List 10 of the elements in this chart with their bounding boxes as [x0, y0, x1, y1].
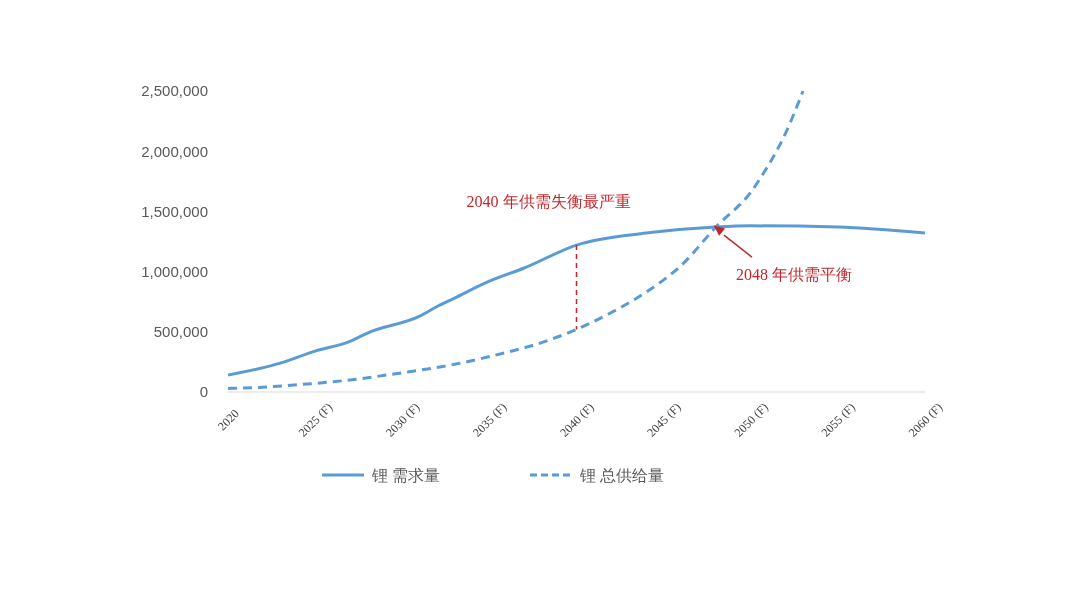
y-tick-label: 1,500,000: [141, 202, 208, 220]
legend-label: 锂 总供给量: [579, 467, 665, 484]
annotation: 2048 年供需平衡: [735, 266, 852, 284]
annotation: 2040 年供需失衡最严重: [466, 193, 631, 211]
y-tick-label: 2,000,000: [141, 142, 208, 160]
legend-label: 锂 需求量: [371, 467, 441, 484]
y-tick-label: 2,500,000: [141, 82, 208, 100]
y-tick-label: 1,000,000: [141, 262, 208, 280]
y-tick-label: 500,000: [153, 323, 208, 341]
y-tick-label: 0: [199, 383, 208, 401]
